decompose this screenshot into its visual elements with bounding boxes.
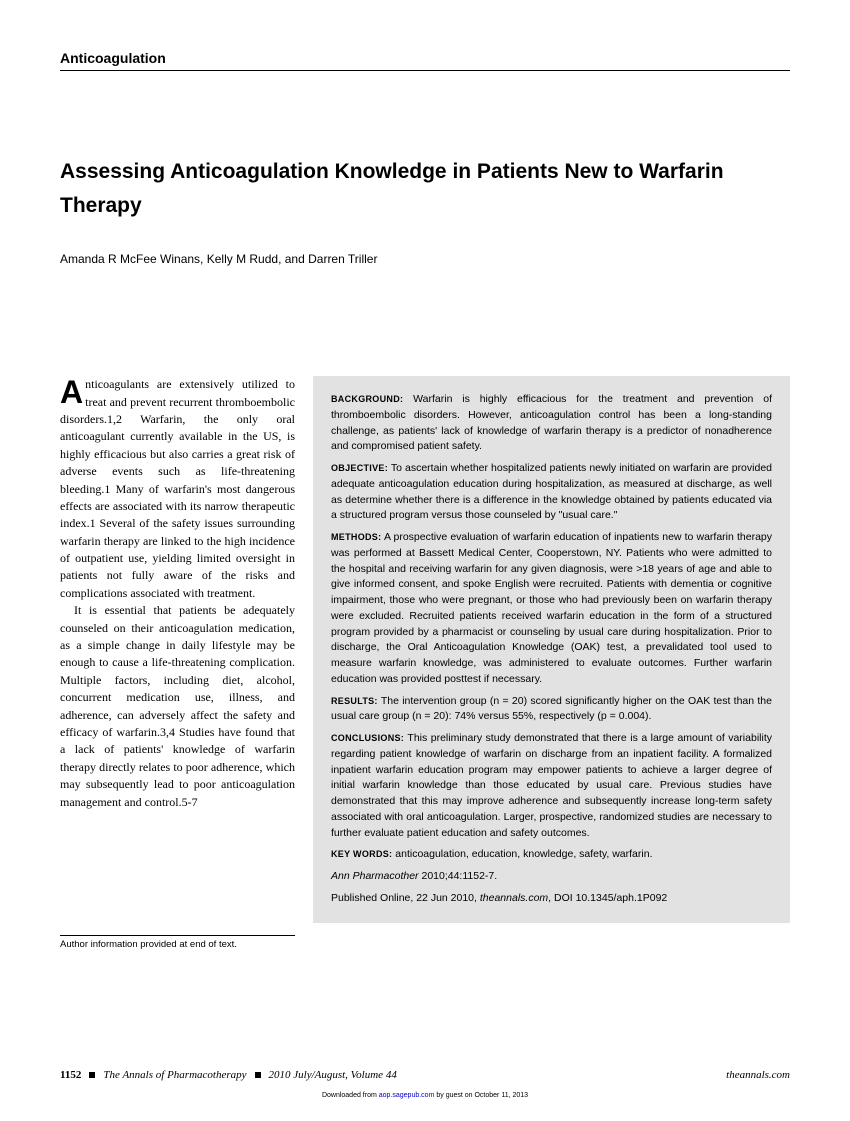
conclusions-text: This preliminary study demonstrated that… (331, 732, 772, 839)
abstract-methods: METHODS: A prospective evaluation of war… (331, 530, 772, 688)
published-line: Published Online, 22 Jun 2010, theannals… (331, 891, 772, 907)
published-doi: , DOI 10.1345/aph.1P092 (548, 892, 667, 904)
conclusions-label: CONCLUSIONS: (331, 733, 404, 743)
results-label: RESULTS: (331, 696, 378, 706)
author-info-note: Author information provided at end of te… (60, 935, 295, 950)
objective-label: OBJECTIVE: (331, 463, 388, 473)
published-journal: theannals.com (480, 892, 548, 904)
methods-label: METHODS: (331, 532, 381, 542)
abstract-box: BACKGROUND: Warfarin is highly efficacio… (313, 376, 790, 923)
results-text: The intervention group (n = 20) scored s… (331, 695, 772, 723)
download-prefix: Downloaded from (322, 1092, 379, 1099)
body-paragraph-1: Anticoagulants are extensively utilized … (60, 376, 295, 602)
body-column: Anticoagulants are extensively utilized … (60, 376, 295, 923)
abstract-keywords: KEY WORDS: anticoagulation, education, k… (331, 847, 772, 863)
citation: Ann Pharmacother 2010;44:1152-7. (331, 869, 772, 885)
abstract-results: RESULTS: The intervention group (n = 20)… (331, 694, 772, 726)
section-header: Anticoagulation (60, 50, 790, 71)
footer-journal: The Annals of Pharmacotherapy (103, 1069, 246, 1081)
background-label: BACKGROUND: (331, 394, 403, 404)
download-suffix: by guest on October 11, 2013 (434, 1092, 528, 1099)
keywords-label: KEY WORDS: (331, 849, 392, 859)
content-area: Anticoagulants are extensively utilized … (60, 376, 790, 923)
abstract-objective: OBJECTIVE: To ascertain whether hospital… (331, 461, 772, 524)
page-footer: 1152 The Annals of Pharmacotherapy 2010 … (60, 1069, 790, 1081)
methods-text: A prospective evaluation of warfarin edu… (331, 531, 772, 685)
dropcap: A (60, 376, 85, 407)
separator-icon (89, 1072, 95, 1078)
footer-url: theannals.com (726, 1069, 790, 1081)
citation-rest: 2010;44:1152-7. (419, 870, 498, 882)
footer-issue: 2010 July/August, Volume 44 (269, 1069, 397, 1081)
citation-journal: Ann Pharmacother (331, 870, 419, 882)
download-note: Downloaded from aop.sagepub.com by guest… (0, 1092, 850, 1099)
authors: Amanda R McFee Winans, Kelly M Rudd, and… (60, 252, 790, 266)
abstract-background: BACKGROUND: Warfarin is highly efficacio… (331, 392, 772, 455)
download-link[interactable]: aop.sagepub.com (379, 1092, 435, 1099)
published-prefix: Published Online, 22 Jun 2010, (331, 892, 480, 904)
separator-icon (255, 1072, 261, 1078)
abstract-conclusions: CONCLUSIONS: This preliminary study demo… (331, 731, 772, 841)
page-number: 1152 (60, 1069, 81, 1081)
body-p1-text: nticoagulants are extensively utilized t… (60, 377, 295, 600)
article-title: Assessing Anticoagulation Knowledge in P… (60, 155, 790, 222)
objective-text: To ascertain whether hospitalized patien… (331, 462, 772, 521)
keywords-text: anticoagulation, education, knowledge, s… (395, 848, 652, 860)
body-paragraph-2: It is essential that patients be adequat… (60, 602, 295, 811)
